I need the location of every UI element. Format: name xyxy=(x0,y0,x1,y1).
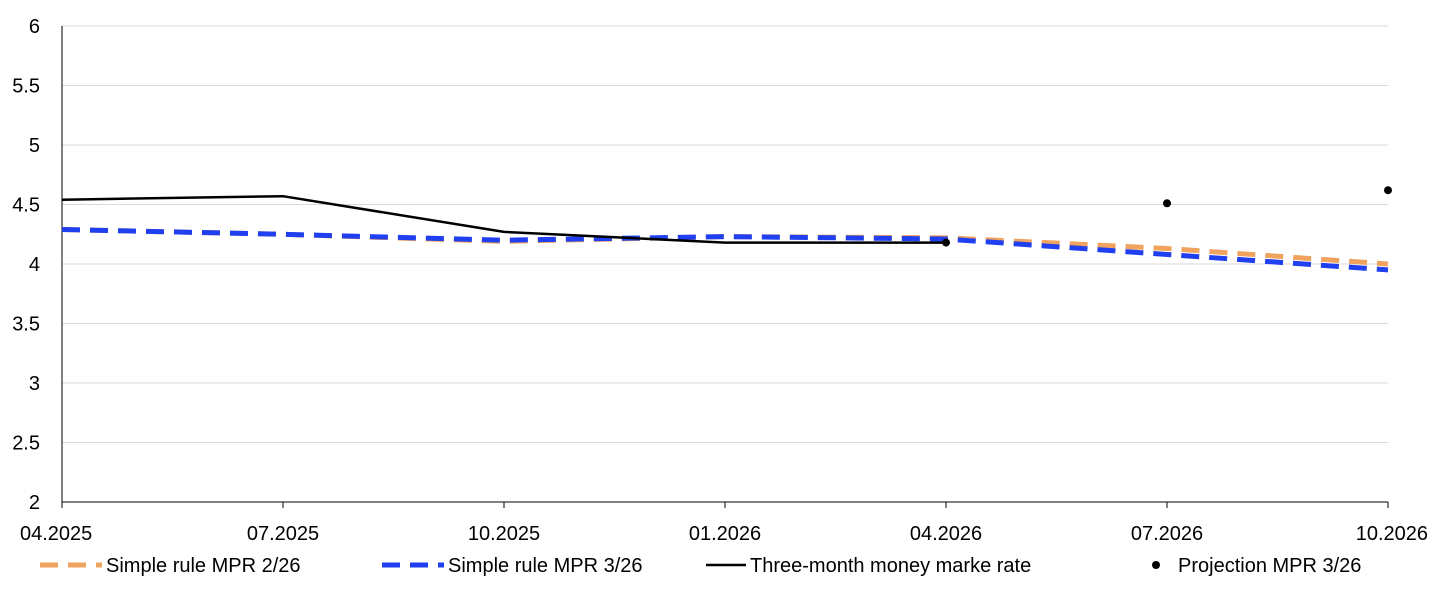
gridlines xyxy=(62,25,1388,443)
series-line-2 xyxy=(61,194,946,244)
legend-label: Projection MPR 3/26 xyxy=(1178,555,1361,577)
x-tick-label: 07.2026 xyxy=(1131,523,1203,545)
x-axis-tick-labels: 04.2025 07.2025 10.2025 01.2026 04.2026 07.20… xyxy=(20,523,1428,545)
legend-label: Simple rule MPR 3/26 xyxy=(448,555,643,577)
x-tick-label: 10.2026 xyxy=(1356,523,1428,545)
x-tick-label: 07.2025 xyxy=(247,523,319,545)
series-line-0 xyxy=(61,227,1389,267)
y-tick-label: 3 xyxy=(29,373,40,395)
y-tick-label: 4 xyxy=(29,254,40,276)
legend-label: Three-month money marke rate xyxy=(750,555,1031,577)
y-tick-label: 5.5 xyxy=(12,76,40,98)
series-line-1 xyxy=(61,227,1389,273)
x-tick-label: 04.2026 xyxy=(910,523,982,545)
y-tick-label: 2 xyxy=(29,492,40,514)
axes xyxy=(61,26,1389,508)
y-tick-label: 3.5 xyxy=(12,314,40,336)
y-tick-label: 6 xyxy=(29,16,40,38)
y-tick-label: 4.5 xyxy=(12,195,40,217)
x-tick-label: 10.2025 xyxy=(468,523,540,545)
y-tick-label: 5 xyxy=(29,135,40,157)
projection-marker xyxy=(942,238,950,247)
projection-marker xyxy=(1163,199,1171,208)
series-layer xyxy=(61,186,1392,273)
x-tick-label: 01.2026 xyxy=(689,523,761,545)
y-axis-tick-labels: 2 2.5 3 3.5 4 4.5 5 5.5 6 xyxy=(12,16,40,514)
y-tick-label: 2.5 xyxy=(12,433,40,455)
x-tick-label: 04.2025 xyxy=(20,523,92,545)
legend-label: Simple rule MPR 2/26 xyxy=(106,555,301,577)
projection-marker xyxy=(1384,186,1392,195)
legend-marker xyxy=(1152,561,1160,569)
legend: Simple rule MPR 2/26 Simple rule MPR 3/26… xyxy=(40,555,1361,577)
